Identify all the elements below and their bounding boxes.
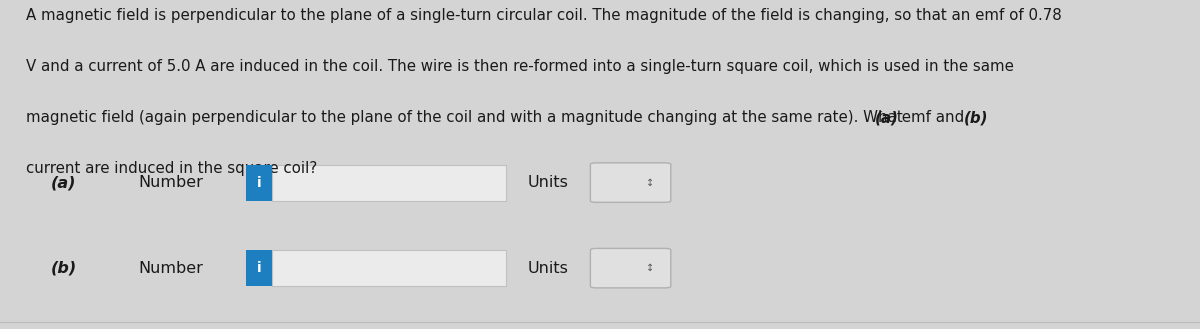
- FancyBboxPatch shape: [272, 250, 506, 286]
- FancyBboxPatch shape: [590, 163, 671, 202]
- Text: Units: Units: [528, 175, 569, 190]
- Text: (a): (a): [50, 175, 76, 190]
- Text: V and a current of 5.0 A are induced in the coil. The wire is then re-formed int: V and a current of 5.0 A are induced in …: [26, 59, 1014, 74]
- FancyBboxPatch shape: [246, 164, 272, 201]
- Text: (a): (a): [875, 110, 899, 125]
- Text: ↕: ↕: [646, 263, 654, 273]
- Text: i: i: [257, 176, 262, 190]
- FancyBboxPatch shape: [590, 248, 671, 288]
- Text: emf and: emf and: [898, 110, 970, 125]
- Text: Units: Units: [528, 261, 569, 276]
- Text: i: i: [257, 261, 262, 275]
- Text: Number: Number: [138, 175, 203, 190]
- Text: (b): (b): [50, 261, 77, 276]
- Text: magnetic field (again perpendicular to the plane of the coil and with a magnitud: magnetic field (again perpendicular to t…: [26, 110, 908, 125]
- Text: (b): (b): [964, 110, 988, 125]
- Text: current are induced in the square coil?: current are induced in the square coil?: [26, 161, 318, 176]
- FancyBboxPatch shape: [272, 164, 506, 201]
- Text: ↕: ↕: [646, 178, 654, 188]
- Text: Number: Number: [138, 261, 203, 276]
- Text: A magnetic field is perpendicular to the plane of a single-turn circular coil. T: A magnetic field is perpendicular to the…: [26, 8, 1062, 23]
- FancyBboxPatch shape: [246, 250, 272, 286]
